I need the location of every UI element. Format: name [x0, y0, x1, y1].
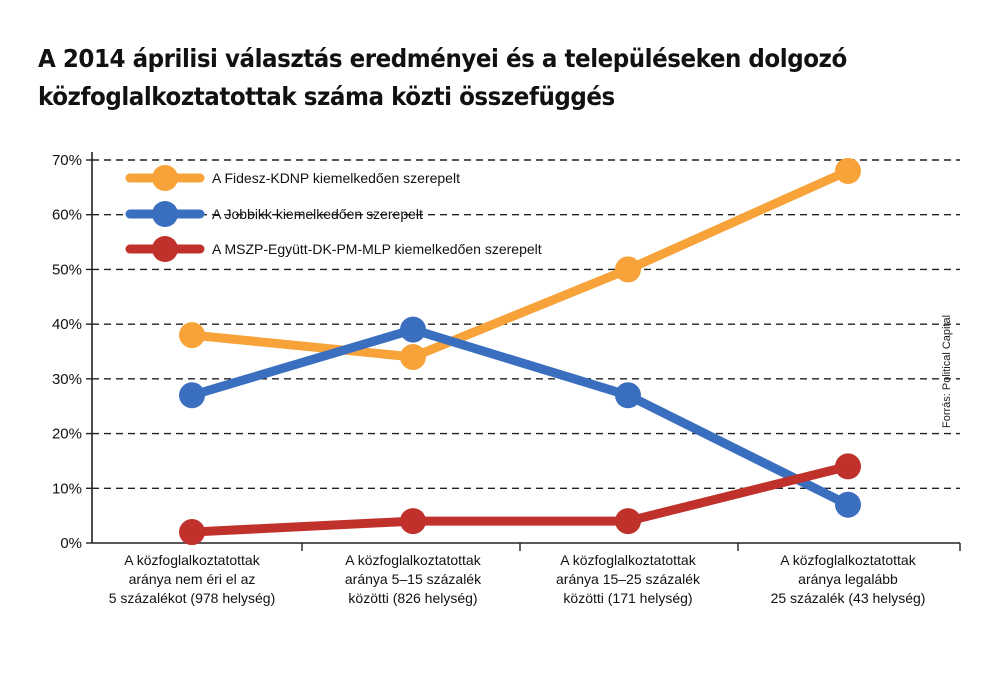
series-line: [187, 166, 853, 362]
x-category-label-line: A közfoglalkoztatottak: [124, 552, 260, 568]
data-point: [615, 508, 641, 535]
legend-item-3: A MSZP-Együtt-DK-PM-MLP kiemelkedően sze…: [125, 236, 542, 262]
y-tick-label: 30%: [52, 371, 82, 388]
x-category-label-line: 25 százalék (43 helység): [771, 590, 926, 606]
legend-label: A Jobbikk kiemelkedően szerepelt: [212, 206, 423, 222]
series-line: [187, 461, 853, 537]
y-tick-label: 40%: [52, 316, 82, 333]
legend-swatch-marker: [152, 165, 178, 191]
x-category-label: A közfoglalkoztatottak aránya legalább 25 …: [771, 552, 926, 606]
legend-item-2: A Jobbikk kiemelkedően szerepelt: [125, 201, 423, 227]
x-category-label-line: aránya 15–25 százalék: [556, 571, 701, 587]
data-point: [835, 157, 861, 184]
x-category-label-line: aránya 5–15 százalék: [345, 571, 482, 587]
grid-lines: [92, 159, 960, 489]
y-tick-label: 10%: [52, 480, 82, 497]
data-point: [179, 322, 205, 349]
legend-swatch-marker: [152, 201, 178, 227]
legend-label: A MSZP-Együtt-DK-PM-MLP kiemelkedően sze…: [212, 241, 542, 257]
data-point: [400, 316, 426, 343]
legend-swatch-marker: [152, 236, 178, 262]
y-tick-label: 50%: [52, 261, 82, 278]
x-category-label-line: közötti (826 helység): [348, 590, 477, 606]
axes: [91, 152, 961, 551]
legend: A Fidesz-KDNP kiemelkedően szerepelt A Jo…: [125, 165, 542, 262]
x-category-label-line: A közfoglalkoztatottak: [345, 552, 481, 568]
data-point: [179, 519, 205, 546]
series-3: [179, 453, 861, 546]
x-category-label-line: A közfoglalkoztatottak: [560, 552, 696, 568]
x-category-label: A közfoglalkoztatottak aránya 5–15 százal…: [345, 552, 482, 606]
data-point: [615, 256, 641, 283]
legend-label: A Fidesz-KDNP kiemelkedően szerepelt: [212, 170, 460, 186]
x-axis-labels: A közfoglalkoztatottak aránya nem éri el …: [109, 552, 926, 606]
x-category-label: A közfoglalkoztatottak aránya nem éri el …: [109, 552, 276, 606]
legend-item-1: A Fidesz-KDNP kiemelkedően szerepelt: [125, 165, 460, 191]
series-2: [179, 316, 861, 518]
series-line: [187, 325, 853, 510]
series-lines: [179, 157, 861, 546]
y-tick-label: 70%: [52, 152, 82, 169]
data-point: [835, 453, 861, 480]
x-category-label-line: aránya nem éri el az: [129, 571, 256, 587]
data-point: [835, 491, 861, 518]
y-tick-label: 60%: [52, 207, 82, 224]
series-1: [179, 157, 861, 370]
x-category-label-line: A közfoglalkoztatottak: [780, 552, 916, 568]
data-point: [400, 343, 426, 370]
x-category-label-line: 5 százalékot (978 helység): [109, 590, 276, 606]
source-note: Forrás: Political Capital: [941, 315, 953, 428]
data-point: [615, 382, 641, 409]
data-point: [179, 382, 205, 409]
x-category-label: A közfoglalkoztatottak aránya 15–25 száza…: [556, 552, 701, 606]
chart-title: A 2014 áprilisi választás eredményei és …: [38, 44, 847, 111]
x-category-label-line: aránya legalább: [798, 571, 898, 587]
y-axis-ticks: 0% 10% 20% 30% 40% 50% 60% 70%: [52, 152, 92, 552]
data-point: [400, 508, 426, 535]
x-category-label-line: közötti (171 helység): [563, 590, 692, 606]
y-tick-label: 20%: [52, 426, 82, 443]
y-tick-label: 0%: [60, 535, 82, 552]
